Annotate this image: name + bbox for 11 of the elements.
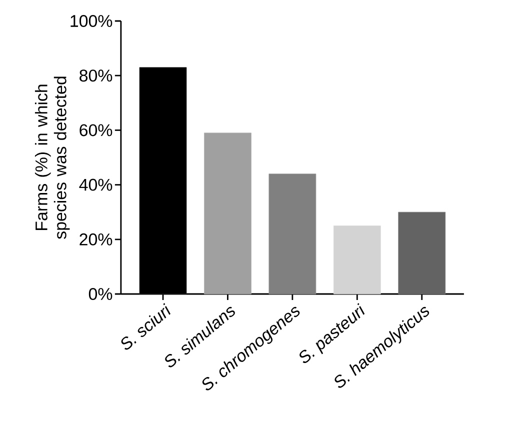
y-tick-label: 0% xyxy=(88,288,112,300)
y-axis-title: Farms (%) in which species was detected xyxy=(34,76,70,239)
bar xyxy=(204,132,252,294)
bar xyxy=(268,174,316,294)
bar xyxy=(398,212,446,294)
bar xyxy=(333,226,381,294)
y-tick-label: 100% xyxy=(70,15,112,27)
y-tick-label: 80% xyxy=(80,70,112,82)
y-tick-label: 20% xyxy=(80,233,112,246)
y-tick-label: 60% xyxy=(80,124,112,136)
y-tick-label: 40% xyxy=(79,178,112,191)
